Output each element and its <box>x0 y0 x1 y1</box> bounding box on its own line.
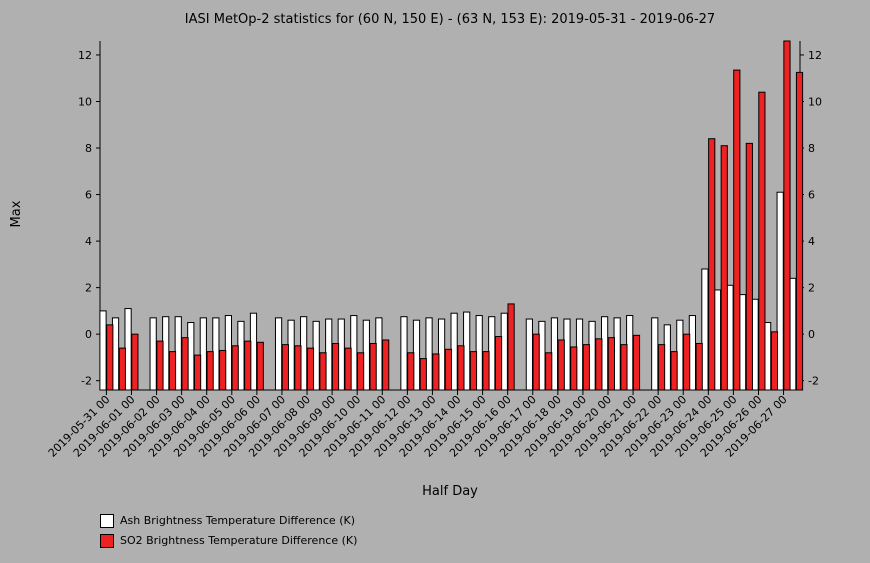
chart-title: IASI MetOp-2 statistics for (60 N, 150 E… <box>185 12 715 27</box>
so2-bar <box>457 345 465 391</box>
y-tick-label-left: 6 <box>85 189 92 202</box>
so2-bar <box>181 337 189 391</box>
so2-bar <box>657 344 666 391</box>
so2-bar <box>494 335 503 391</box>
y-tick-label-left: -2 <box>81 375 92 388</box>
so2-bar <box>357 352 365 391</box>
so2-bar <box>507 303 515 391</box>
so2-bar <box>344 347 352 391</box>
y-tick-label-right: 8 <box>808 142 815 155</box>
so2-bar <box>168 351 177 391</box>
so2-bar <box>331 342 340 391</box>
so2-bar <box>545 352 553 391</box>
so2-bar <box>532 333 540 391</box>
y-tick-label-right: 4 <box>808 235 815 248</box>
so2-bar <box>294 345 302 391</box>
y-tick-label-right: 2 <box>808 282 815 295</box>
y-tick-label-right: 0 <box>808 328 815 341</box>
so2-bar <box>118 347 126 391</box>
ash-bar <box>425 317 433 391</box>
y-tick-label-left: 4 <box>85 235 92 248</box>
so2-bar <box>733 69 741 391</box>
so2-bar <box>306 347 315 391</box>
so2-bar <box>256 341 264 391</box>
so2-bar <box>582 344 590 391</box>
so2-bar <box>632 334 641 391</box>
so2-bar <box>106 324 114 391</box>
y-tick-label-left: 8 <box>85 142 92 155</box>
y-tick-label-left: 12 <box>78 49 92 62</box>
ash-bar <box>776 191 784 391</box>
ash-bar <box>274 317 283 391</box>
legend-swatch-so2 <box>100 534 114 548</box>
legend-swatch-ash <box>100 514 114 528</box>
so2-bar <box>444 348 452 391</box>
so2-bar <box>683 333 691 391</box>
y-tick-label-right: -2 <box>808 375 819 388</box>
ash-bar <box>199 317 207 391</box>
so2-bar <box>432 353 440 391</box>
so2-bar <box>482 351 490 391</box>
so2-bar <box>193 354 202 391</box>
ash-bar <box>400 316 408 391</box>
so2-bar <box>244 340 252 391</box>
y-tick-label-right: 12 <box>808 49 822 62</box>
so2-bar <box>407 352 415 391</box>
y-tick-label-left: 10 <box>78 95 92 108</box>
so2-bar <box>758 91 766 391</box>
so2-bar <box>281 344 289 391</box>
y-tick-label-right: 6 <box>808 189 815 202</box>
so2-bar <box>369 342 377 391</box>
ash-bar <box>99 310 107 391</box>
so2-bar <box>595 338 603 391</box>
so2-bar <box>720 145 728 391</box>
so2-bar <box>783 40 791 391</box>
so2-bar <box>670 351 678 391</box>
y-tick-label-left: 0 <box>85 328 92 341</box>
y-tick-label-left: 2 <box>85 282 92 295</box>
so2-bar <box>708 138 716 391</box>
legend-label-so2: SO2 Brightness Temperature Difference (K… <box>120 534 358 547</box>
so2-bar <box>557 339 565 391</box>
so2-bar <box>620 344 628 391</box>
x-axis-label: Half Day <box>422 484 478 499</box>
ash-bar <box>149 317 157 391</box>
so2-bar <box>745 142 753 391</box>
y-axis-label: Max <box>9 200 24 227</box>
so2-bar <box>131 333 139 391</box>
so2-bar <box>570 346 578 391</box>
so2-bar <box>382 339 390 391</box>
so2-bar <box>795 71 804 391</box>
ash-bar <box>525 318 533 391</box>
so2-bar <box>770 331 779 391</box>
legend-label-ash: Ash Brightness Temperature Difference (K… <box>120 514 355 527</box>
so2-bar <box>695 342 703 391</box>
so2-bar <box>156 340 164 391</box>
so2-bar <box>419 358 427 391</box>
y-tick-label-right: 10 <box>808 95 822 108</box>
ash-bar <box>701 268 709 391</box>
ash-bar <box>651 317 659 391</box>
so2-bar <box>219 349 227 391</box>
legend-item-ash: Ash Brightness Temperature Difference (K… <box>100 512 500 530</box>
legend-item-so2: SO2 Brightness Temperature Difference (K… <box>100 532 500 550</box>
so2-bar <box>319 352 327 391</box>
so2-bar <box>469 351 478 391</box>
so2-bar <box>607 337 615 391</box>
so2-bar <box>231 345 239 391</box>
so2-bar <box>206 351 214 391</box>
